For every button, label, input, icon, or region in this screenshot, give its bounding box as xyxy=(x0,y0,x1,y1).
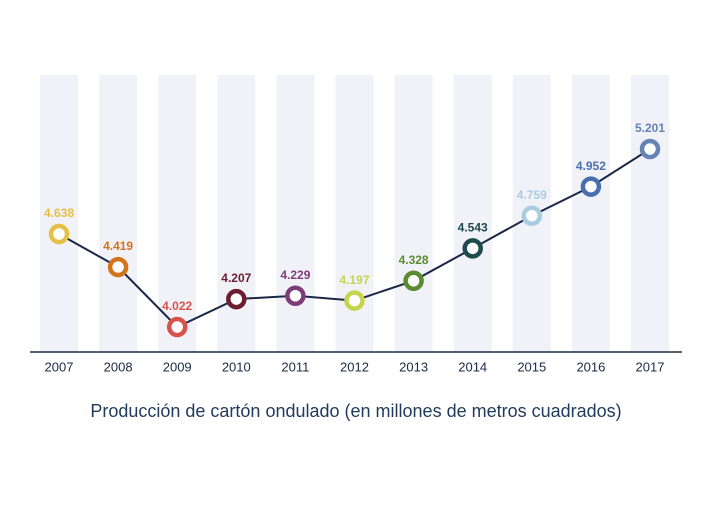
x-tick-label: 2014 xyxy=(458,359,487,374)
x-tick-label: 2008 xyxy=(104,359,133,374)
point xyxy=(48,223,70,245)
point xyxy=(285,285,306,306)
x-tick-label: 2016 xyxy=(576,359,605,374)
point xyxy=(344,290,365,311)
column-stripe xyxy=(453,75,492,352)
x-tick-label: 2010 xyxy=(222,359,251,374)
point xyxy=(403,270,424,292)
point xyxy=(166,316,188,338)
column-stripe xyxy=(158,75,197,352)
point xyxy=(580,176,602,197)
value-label: 4.759 xyxy=(517,188,547,202)
column-stripe xyxy=(40,75,78,352)
column-stripe xyxy=(99,75,138,352)
x-tick-label: 2011 xyxy=(281,359,309,374)
x-tick-label: 2007 xyxy=(45,359,74,374)
value-label: 4.543 xyxy=(458,221,488,235)
x-tick-label: 2017 xyxy=(636,359,665,374)
column-stripe xyxy=(394,75,433,352)
point xyxy=(521,205,543,226)
column-stripe xyxy=(276,75,315,352)
value-label: 4.207 xyxy=(221,271,251,285)
point xyxy=(639,138,661,160)
point xyxy=(462,238,483,259)
x-tick-label: 2012 xyxy=(340,359,369,374)
x-tick-label: 2013 xyxy=(399,359,428,374)
x-tick-label: 2015 xyxy=(517,359,546,374)
point xyxy=(107,256,129,278)
value-label: 4.197 xyxy=(339,273,369,287)
value-label: 4.022 xyxy=(162,299,192,313)
x-tick-label: 2009 xyxy=(163,359,192,374)
column-stripe xyxy=(571,75,610,352)
column-stripe xyxy=(217,75,256,352)
value-label: 4.952 xyxy=(576,159,606,173)
value-label: 4.638 xyxy=(44,206,74,220)
chart-title: Producción de cartón ondulado (en millon… xyxy=(90,401,621,421)
point xyxy=(226,288,247,310)
value-label: 4.328 xyxy=(399,253,429,267)
value-label: 5.201 xyxy=(635,121,665,135)
column-stripe xyxy=(631,75,669,352)
value-label: 4.419 xyxy=(103,239,133,253)
value-label: 4.229 xyxy=(280,268,310,282)
